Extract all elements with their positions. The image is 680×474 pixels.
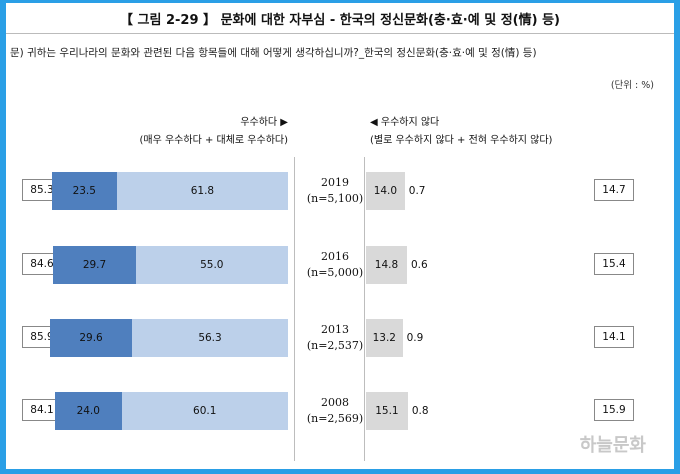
negative-total-2016: 15.4 bbox=[594, 253, 634, 275]
positive-total-2008: 84.1 bbox=[22, 399, 62, 421]
center-divider-left bbox=[294, 157, 295, 461]
bar-not-very-2013: 13.2 bbox=[366, 319, 403, 357]
bar-fairly-2008: 60.1 bbox=[121, 392, 288, 430]
negative-total-2008: 15.9 bbox=[594, 399, 634, 421]
bar-very-2008: 24.0 bbox=[55, 392, 122, 430]
year-label-2019: 2019 (n=5,100) bbox=[294, 175, 376, 207]
bar-not-very-2019: 14.0 bbox=[366, 172, 405, 210]
bar-not-very-2016: 14.8 bbox=[366, 246, 407, 284]
title-rule bbox=[6, 33, 674, 34]
bar-fairly-2019: 61.8 bbox=[116, 172, 288, 210]
year-2008: 2008 bbox=[321, 396, 349, 409]
positive-total-2016: 84.6 bbox=[22, 253, 62, 275]
negative-total-2019: 14.7 bbox=[594, 179, 634, 201]
watermark-logo: 하늘문화 bbox=[579, 435, 646, 456]
year-2019: 2019 bbox=[321, 176, 349, 189]
sample-size-2013: (n=2,537) bbox=[306, 339, 364, 352]
bar-not-very-2008: 15.1 bbox=[366, 392, 408, 430]
sample-size-2019: (n=5,100) bbox=[306, 192, 364, 205]
bar-very-2019: 23.5 bbox=[51, 172, 117, 210]
bar-not-at-all-2019: 0.7 bbox=[408, 185, 426, 197]
sample-size-2008: (n=2,569) bbox=[306, 412, 364, 425]
negative-subheader: (별로 우수하지 않다 + 전혀 우수하지 않다) bbox=[370, 135, 553, 146]
bar-fairly-2016: 55.0 bbox=[135, 246, 288, 284]
year-label-2013: 2013 (n=2,537) bbox=[294, 322, 376, 354]
figure-frame: 【 그림 2-29 】 문화에 대한 자부심 - 한국의 정신문화(충·효·예 … bbox=[6, 3, 674, 469]
negative-header: ◀ 우수하지 않다 bbox=[370, 117, 440, 128]
negative-total-2013: 14.1 bbox=[594, 326, 634, 348]
bar-very-2016: 29.7 bbox=[53, 246, 136, 284]
bar-fairly-2013: 56.3 bbox=[132, 319, 288, 357]
year-2013: 2013 bbox=[321, 323, 349, 336]
year-2016: 2016 bbox=[321, 250, 349, 263]
bar-not-at-all-2013: 0.9 bbox=[406, 332, 424, 344]
positive-header: 우수하다 ▶ bbox=[240, 117, 288, 128]
bar-very-2013: 29.6 bbox=[50, 319, 133, 357]
survey-question: 문) 귀하는 우리나라의 문화와 관련된 다음 항목들에 대해 어떻게 생각하십… bbox=[10, 47, 537, 59]
bar-not-at-all-2008: 0.8 bbox=[411, 405, 429, 417]
unit-label: (단위 : %) bbox=[610, 80, 654, 91]
sample-size-2016: (n=5,000) bbox=[306, 266, 364, 279]
positive-subheader: (매우 우수하다 + 대체로 우수하다) bbox=[139, 135, 289, 146]
center-divider-right bbox=[364, 157, 365, 461]
year-label-2008: 2008 (n=2,569) bbox=[294, 395, 376, 427]
figure-title: 【 그림 2-29 】 문화에 대한 자부심 - 한국의 정신문화(충·효·예 … bbox=[120, 13, 560, 28]
year-label-2016: 2016 (n=5,000) bbox=[294, 249, 376, 281]
bar-not-at-all-2016: 0.6 bbox=[410, 259, 428, 271]
